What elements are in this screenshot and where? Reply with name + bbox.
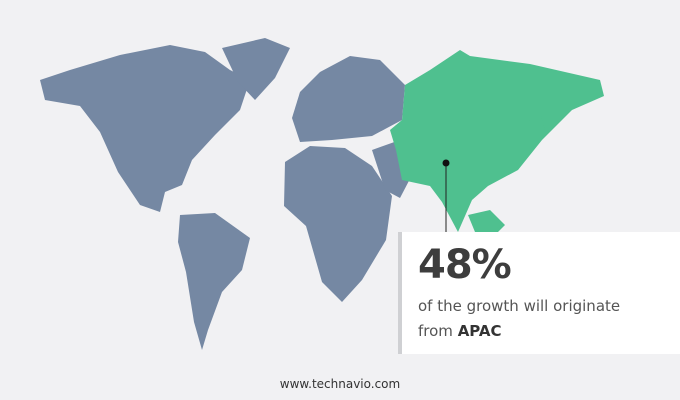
asia-apac-region <box>390 50 604 232</box>
africa <box>284 146 392 302</box>
japan <box>522 112 545 150</box>
callout-region: APAC <box>457 322 502 340</box>
callout-dot <box>442 159 450 167</box>
southeast-asia-islands <box>468 210 505 235</box>
greenland <box>222 38 290 100</box>
south-america <box>178 213 250 350</box>
footer-url: www.technavio.com <box>279 377 401 391</box>
callout-description: of the growth will originate from APAC <box>418 294 620 344</box>
growth-percentage: 48% <box>418 242 512 288</box>
callout-card: 48% of the growth will originate from AP… <box>398 232 680 354</box>
callout-prefix: from <box>418 322 453 340</box>
north-america <box>40 45 250 212</box>
callout-text: of the growth will originate <box>418 297 621 315</box>
europe <box>292 56 405 142</box>
